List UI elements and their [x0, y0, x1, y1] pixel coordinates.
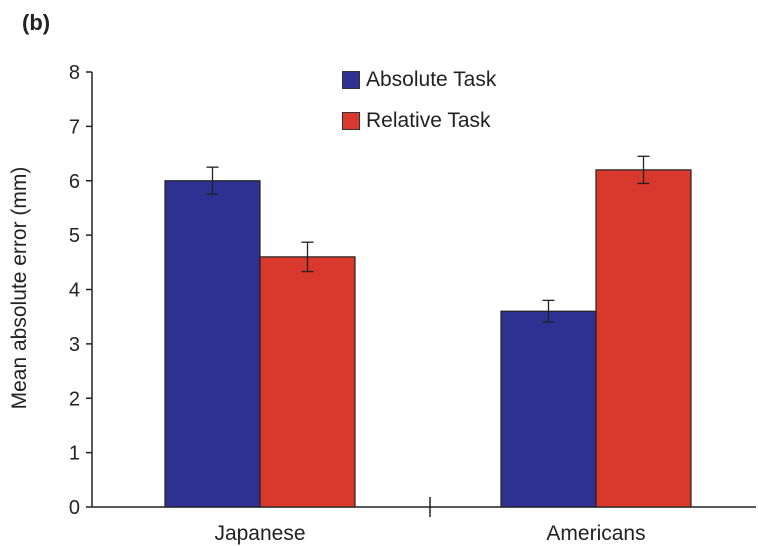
y-tick-label: 6	[69, 171, 80, 193]
y-tick-label: 1	[69, 443, 80, 465]
bar-relative-japanese	[259, 256, 356, 508]
y-tick-label: 7	[69, 116, 80, 138]
panel-label: (b)	[22, 10, 51, 35]
bar-absolute-americans	[500, 310, 597, 508]
legend-label-relative: Relative Task	[366, 108, 491, 132]
legend-swatch-absolute	[342, 70, 360, 89]
legend: Absolute Task Relative Task	[342, 66, 496, 148]
legend-item-relative: Relative Task	[342, 107, 496, 134]
bar-relative-americans	[595, 169, 692, 508]
y-tick-label: 4	[69, 280, 80, 302]
x-category-label: Japanese	[214, 522, 305, 545]
y-tick-label: 3	[69, 334, 80, 356]
x-category-label: Americans	[546, 522, 645, 545]
legend-label-absolute: Absolute Task	[366, 67, 497, 91]
legend-swatch-relative	[342, 111, 360, 130]
y-tick-label: 5	[69, 225, 80, 247]
y-tick-label: 0	[69, 497, 80, 519]
y-tick-label: 2	[69, 388, 80, 410]
bar-absolute-japanese	[164, 180, 261, 508]
y-tick-label: 8	[69, 62, 80, 84]
legend-item-absolute: Absolute Task	[342, 66, 496, 93]
